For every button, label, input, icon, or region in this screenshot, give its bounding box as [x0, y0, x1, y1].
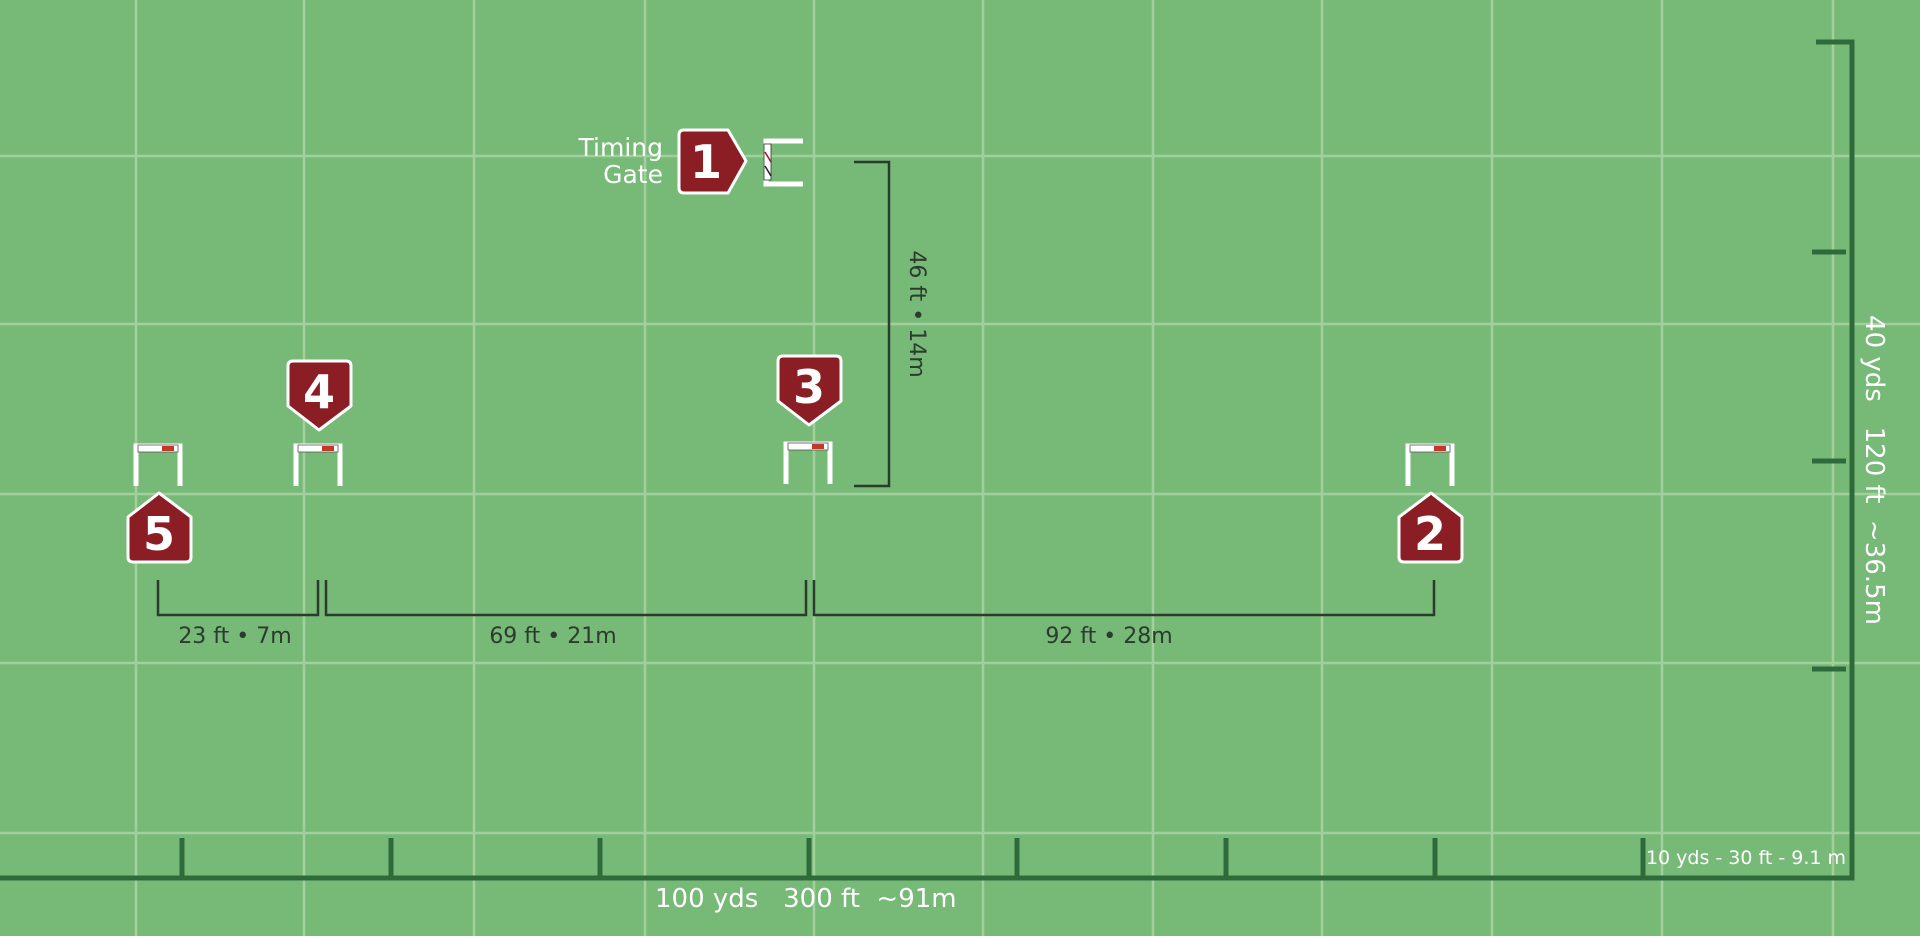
pentagon-down-icon [286, 359, 353, 432]
dimension-lines [156, 160, 1436, 617]
marker-5: 5 [126, 491, 193, 564]
svg-text:3: 3 [793, 360, 825, 414]
dimension-label-3-2: 92 ft • 28m [1045, 624, 1172, 649]
arrow-right-icon [677, 128, 748, 195]
marker-1: 1 [677, 128, 748, 195]
gate-icon-4 [293, 443, 343, 486]
gate-icon-2 [1405, 443, 1455, 486]
gate-icon-3 [783, 441, 833, 484]
dimension-line-4-3 [324, 580, 808, 617]
scale-frame [0, 39, 1855, 881]
marker-3: 3 [776, 354, 843, 427]
timing-gate-icon [763, 138, 803, 187]
dimension-label-5-4: 23 ft • 7m [178, 624, 291, 649]
tick-spacing-label: 10 yds - 30 ft - 9.1 m [1646, 847, 1846, 869]
dimension-line-3-2 [812, 580, 1436, 617]
dimension-label-4-3: 69 ft • 21m [489, 624, 616, 649]
pentagon-up-icon [126, 491, 193, 564]
dimension-line-1-3 [854, 160, 891, 488]
marker-4: 4 [286, 359, 353, 432]
svg-text:2: 2 [1414, 507, 1446, 561]
pentagon-up-icon [1397, 491, 1464, 564]
svg-text:5: 5 [143, 507, 175, 561]
vertical-scale-label: 40 yds 120 ft ~36.5m [1859, 315, 1889, 625]
svg-text:1: 1 [690, 135, 722, 189]
timing-gate-label-line1: Timing [578, 133, 663, 162]
svg-text:4: 4 [303, 365, 335, 419]
dimension-label-1-3: 46 ft • 14m [904, 250, 929, 377]
gate-icon-5 [133, 443, 183, 486]
marker-2: 2 [1397, 491, 1464, 564]
dimension-line-5-4 [156, 580, 320, 617]
horizontal-scale-label: 100 yds 300 ft ~91m [655, 884, 957, 914]
timing-gate-label-line2: Gate [603, 160, 663, 189]
